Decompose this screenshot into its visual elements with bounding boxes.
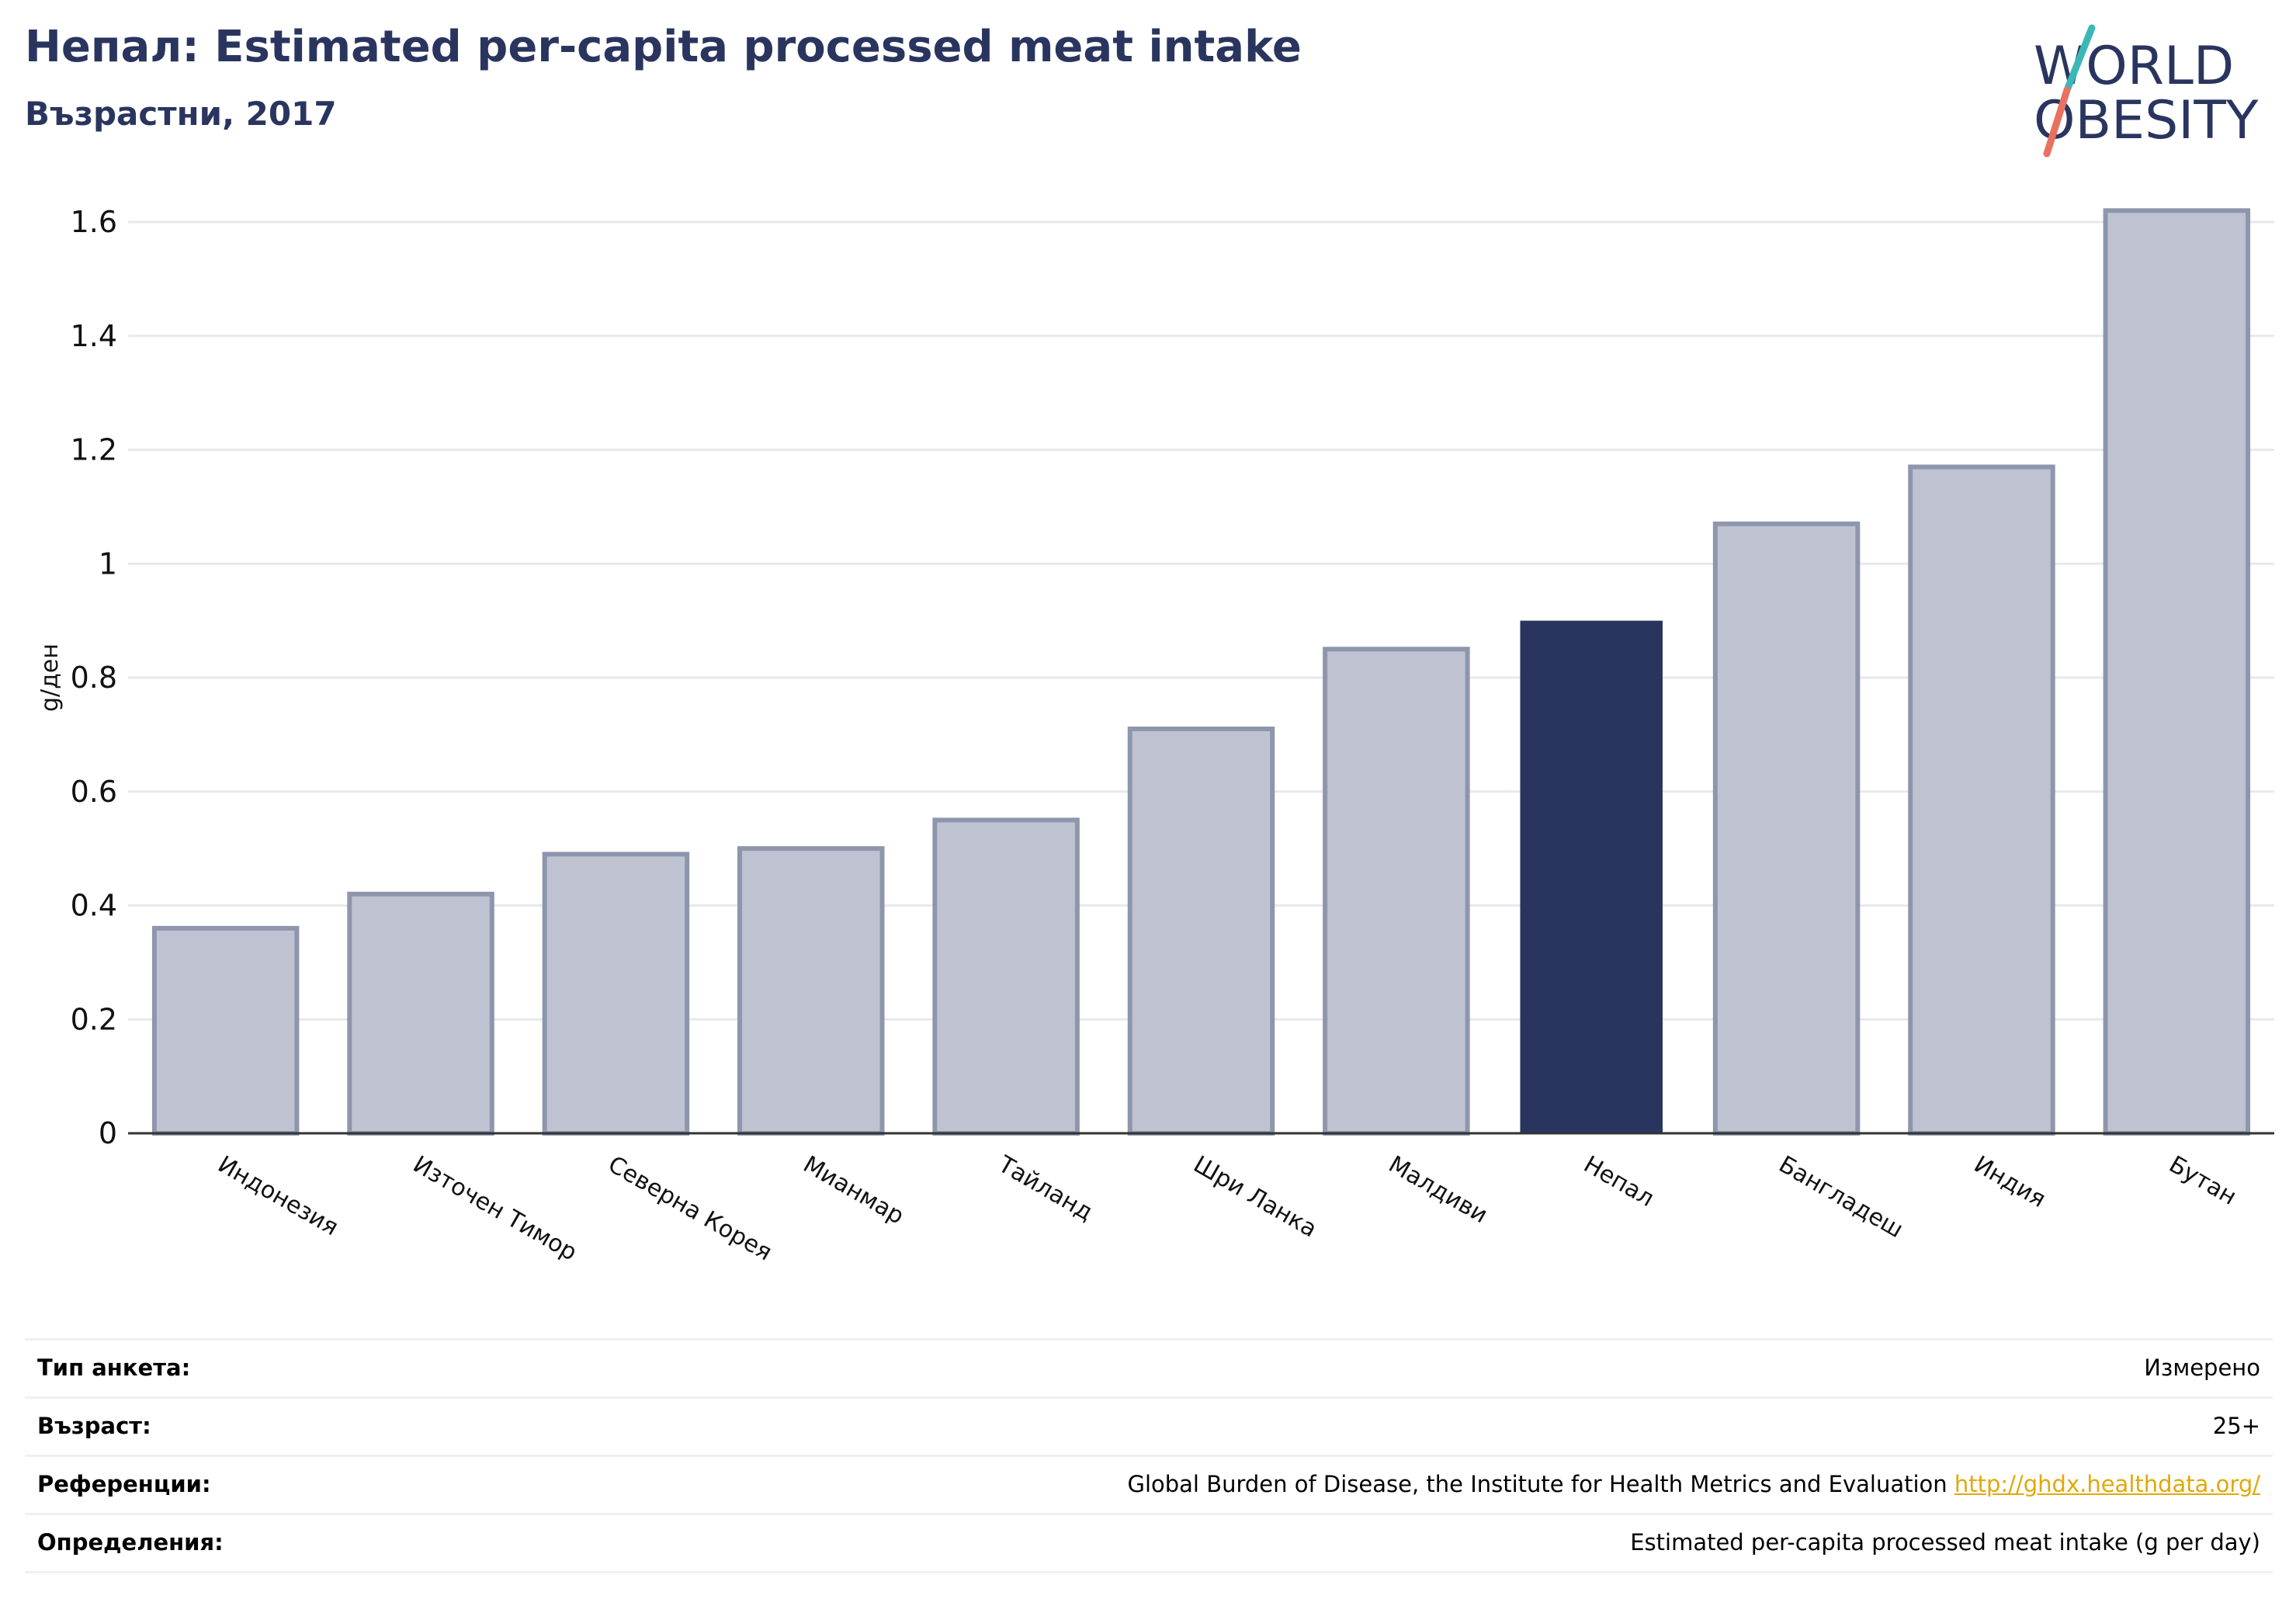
bar — [1127, 727, 1275, 1136]
chart-title: Непал: Estimated per-capita processed me… — [25, 22, 1302, 72]
meta-key: Референции: — [37, 1471, 211, 1497]
y-tick-label: 0.2 — [71, 1002, 117, 1036]
logo-slash-teal — [2063, 24, 2096, 94]
y-tick-label: 1.2 — [71, 433, 117, 467]
bar — [151, 925, 300, 1136]
bar-highlight — [1520, 620, 1663, 1133]
reference-link[interactable]: http://ghdx.healthdata.org/ — [1954, 1471, 2260, 1497]
meta-value: Измерено — [2144, 1354, 2260, 1381]
logo-slash-coral — [2043, 86, 2071, 158]
x-tick-label: Мианмар — [799, 1151, 909, 1230]
y-axis-label: g/ден — [36, 643, 64, 712]
y-tick-label: 0.6 — [71, 775, 117, 809]
x-tick-label: Непал — [1579, 1151, 1659, 1212]
metadata-table: Тип анкета: Измерено Възраст: 25+ Рефере… — [25, 1338, 2273, 1573]
meta-value: 25+ — [2212, 1413, 2260, 1439]
x-tick-label: Северна Корея — [603, 1151, 776, 1267]
x-tick-label: Източен Тимор — [408, 1151, 581, 1267]
x-tick-label: Бутан — [2164, 1151, 2241, 1211]
meta-row-survey: Тип анкета: Измерено — [25, 1338, 2273, 1396]
logo-line2: OBESITY — [2034, 90, 2259, 151]
x-tick-label: Индия — [1969, 1151, 2050, 1213]
bar — [2103, 208, 2251, 1136]
meta-value: Global Burden of Disease, the Institute … — [1127, 1471, 2260, 1497]
bar-chart: 0 0.2 0.4 0.6 0.8 1 1.2 1.4 1.6 g/ден Индонезия Изт… — [36, 205, 2274, 1267]
bar — [1908, 464, 2055, 1136]
y-tick-label: 1 — [99, 546, 117, 581]
bar — [932, 817, 1080, 1136]
x-tick-label: Бангладеш — [1774, 1151, 1908, 1244]
chart-subtitle: Възрастни, 2017 — [25, 95, 337, 133]
y-tick-label: 0.8 — [71, 661, 117, 695]
bar — [347, 891, 494, 1136]
bar — [737, 846, 885, 1136]
y-tick-label: 1.6 — [71, 205, 117, 239]
meta-key: Определения: — [37, 1529, 224, 1556]
meta-key: Тип анкета: — [37, 1354, 191, 1381]
meta-row-age: Възраст: 25+ — [25, 1396, 2273, 1455]
bar — [1712, 521, 1861, 1136]
x-tick-label: Малдиви — [1384, 1151, 1492, 1230]
y-tick-label: 0 — [99, 1116, 117, 1150]
meta-value: Estimated per-capita processed meat inta… — [1630, 1529, 2260, 1556]
x-tick-label: Индонезия — [213, 1151, 343, 1242]
meta-row-references: Референции: Global Burden of Disease, th… — [25, 1455, 2273, 1513]
x-tick-label: Тайланд — [993, 1150, 1098, 1226]
bar — [1323, 647, 1470, 1136]
meta-key: Възраст: — [37, 1413, 151, 1439]
y-tick-label: 0.4 — [71, 889, 117, 923]
meta-row-definitions: Определения: Estimated per-capita proces… — [25, 1513, 2273, 1573]
x-tick-label: Шри Ланка — [1189, 1151, 1322, 1243]
bar — [542, 852, 690, 1136]
y-tick-label: 1.4 — [71, 319, 117, 353]
reference-text: Global Burden of Disease, the Institute … — [1127, 1471, 1947, 1497]
world-obesity-logo: WORLD OBESITY — [2034, 24, 2259, 158]
